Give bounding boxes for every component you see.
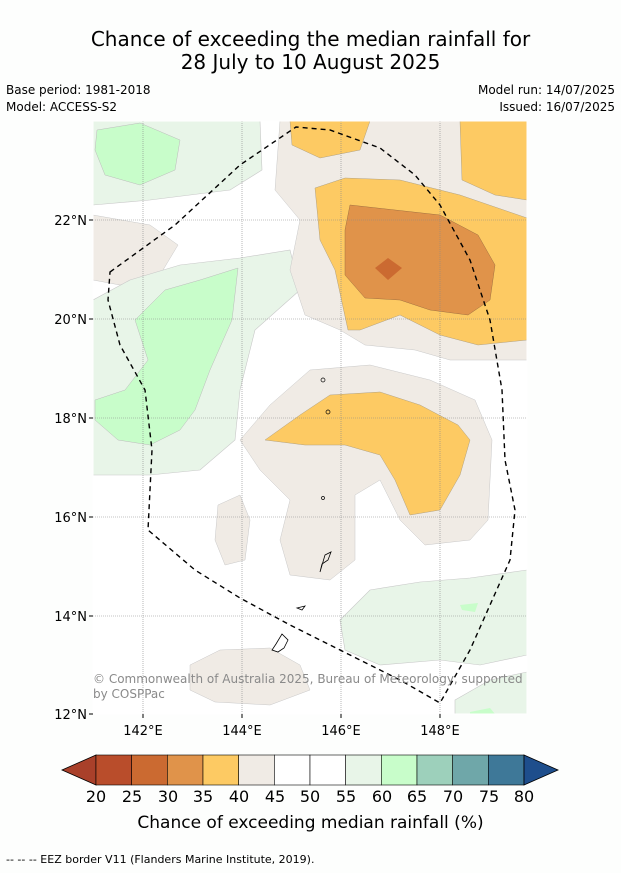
chart-title: Chance of exceeding the median rainfall …	[0, 28, 621, 74]
colorbar-arrow-high	[523, 754, 559, 786]
title-line-1: Chance of exceeding the median rainfall …	[90, 27, 531, 51]
base-period: Base period: 1981-2018	[6, 83, 151, 97]
longitude-axis: 142°E 144°E 146°E 148°E	[123, 714, 460, 739]
colorbar-segment-45	[274, 754, 311, 786]
cb-tick-55: 55	[335, 787, 357, 806]
lat-label-12: 12°N	[54, 708, 87, 723]
colorbar-arrow-low	[61, 754, 97, 786]
colorbar-segment-40	[238, 754, 275, 786]
field-35-40-center	[264, 391, 471, 516]
cb-tick-40: 40	[228, 787, 250, 806]
island-guam	[271, 633, 289, 653]
colorbar-segment-60	[381, 754, 418, 786]
field-60-65-spot-b	[470, 708, 495, 714]
lat-label-14: 14°N	[54, 610, 87, 625]
copyright-notice: © Commonwealth of Australia 2025, Bureau…	[93, 672, 523, 701]
field-40-45-south	[189, 647, 311, 706]
cb-tick-60: 60	[371, 787, 393, 806]
island-saipan	[319, 551, 332, 573]
colorbar-ticks: 20 25 30 35 40 45 50 55 60 65 70 75 80	[0, 787, 621, 807]
lat-label-18: 18°N	[54, 412, 87, 427]
title-line-2: 28 July to 10 August 2025	[180, 50, 441, 74]
colorbar-segment-35	[202, 754, 239, 786]
lat-label-16: 16°N	[54, 511, 87, 526]
lat-label-22: 22°N	[54, 214, 87, 229]
cb-tick-65: 65	[406, 787, 428, 806]
lon-label-142: 142°E	[123, 724, 163, 739]
colorbar-segment-50	[309, 754, 346, 786]
cb-tick-25: 25	[121, 787, 143, 806]
colorbar-segment-75	[488, 754, 525, 786]
field-35-40-northeast	[459, 121, 527, 201]
eez-border	[107, 126, 516, 704]
cb-tick-20: 20	[85, 787, 107, 806]
colorbar-segment-25	[131, 754, 168, 786]
colorbar-segment-20	[95, 754, 132, 786]
model-run: Model run: 14/07/2025	[477, 83, 615, 97]
cb-tick-70: 70	[442, 787, 464, 806]
lat-label-20: 20°N	[54, 313, 87, 328]
cb-tick-30: 30	[157, 787, 179, 806]
latitude-axis: 22°N 20°N 18°N 16°N 14°N 12°N	[54, 214, 93, 723]
issued-date: Issued: 16/07/2025	[499, 100, 615, 114]
island-rota	[295, 605, 306, 611]
colorbar-segment-70	[452, 754, 489, 786]
island-small-2	[325, 409, 331, 415]
lon-label-144: 144°E	[222, 724, 262, 739]
cb-tick-35: 35	[192, 787, 214, 806]
lon-label-146: 146°E	[321, 724, 361, 739]
eez-footnote: -- -- -- EEZ border V11 (Flanders Marine…	[6, 853, 315, 866]
colorbar-segment-30	[167, 754, 204, 786]
cb-tick-75: 75	[478, 787, 500, 806]
field-25-30-spot	[375, 258, 402, 280]
colorbar	[61, 754, 559, 786]
cb-tick-80: 80	[513, 787, 535, 806]
field-60-65-spot	[460, 603, 478, 612]
field-60-65-west	[94, 267, 239, 446]
field-40-45-spot-a	[214, 494, 251, 566]
cb-tick-50: 50	[299, 787, 321, 806]
island-small-3	[321, 496, 325, 500]
model-name: Model: ACCESS-S2	[6, 100, 118, 114]
field-65-70-northwest	[94, 122, 181, 186]
colorbar-label: Chance of exceeding median rainfall (%)	[137, 813, 484, 833]
rainfall-field	[93, 121, 527, 714]
colorbar-segment-65	[416, 754, 453, 786]
lon-label-148: 148°E	[420, 724, 460, 739]
colorbar-segment-55	[345, 754, 382, 786]
field-55-60-southeast	[339, 569, 527, 666]
meta-right: Model run: 14/07/2025 Issued: 16/07/2025	[478, 82, 615, 116]
island-small-1	[320, 377, 326, 383]
cb-tick-45: 45	[264, 787, 286, 806]
meta-left: Base period: 1981-2018 Model: ACCESS-S2	[6, 82, 151, 116]
gridlines	[93, 121, 527, 714]
field-55-60-southeast-corner	[454, 671, 527, 714]
field-35-40-north	[289, 121, 371, 159]
